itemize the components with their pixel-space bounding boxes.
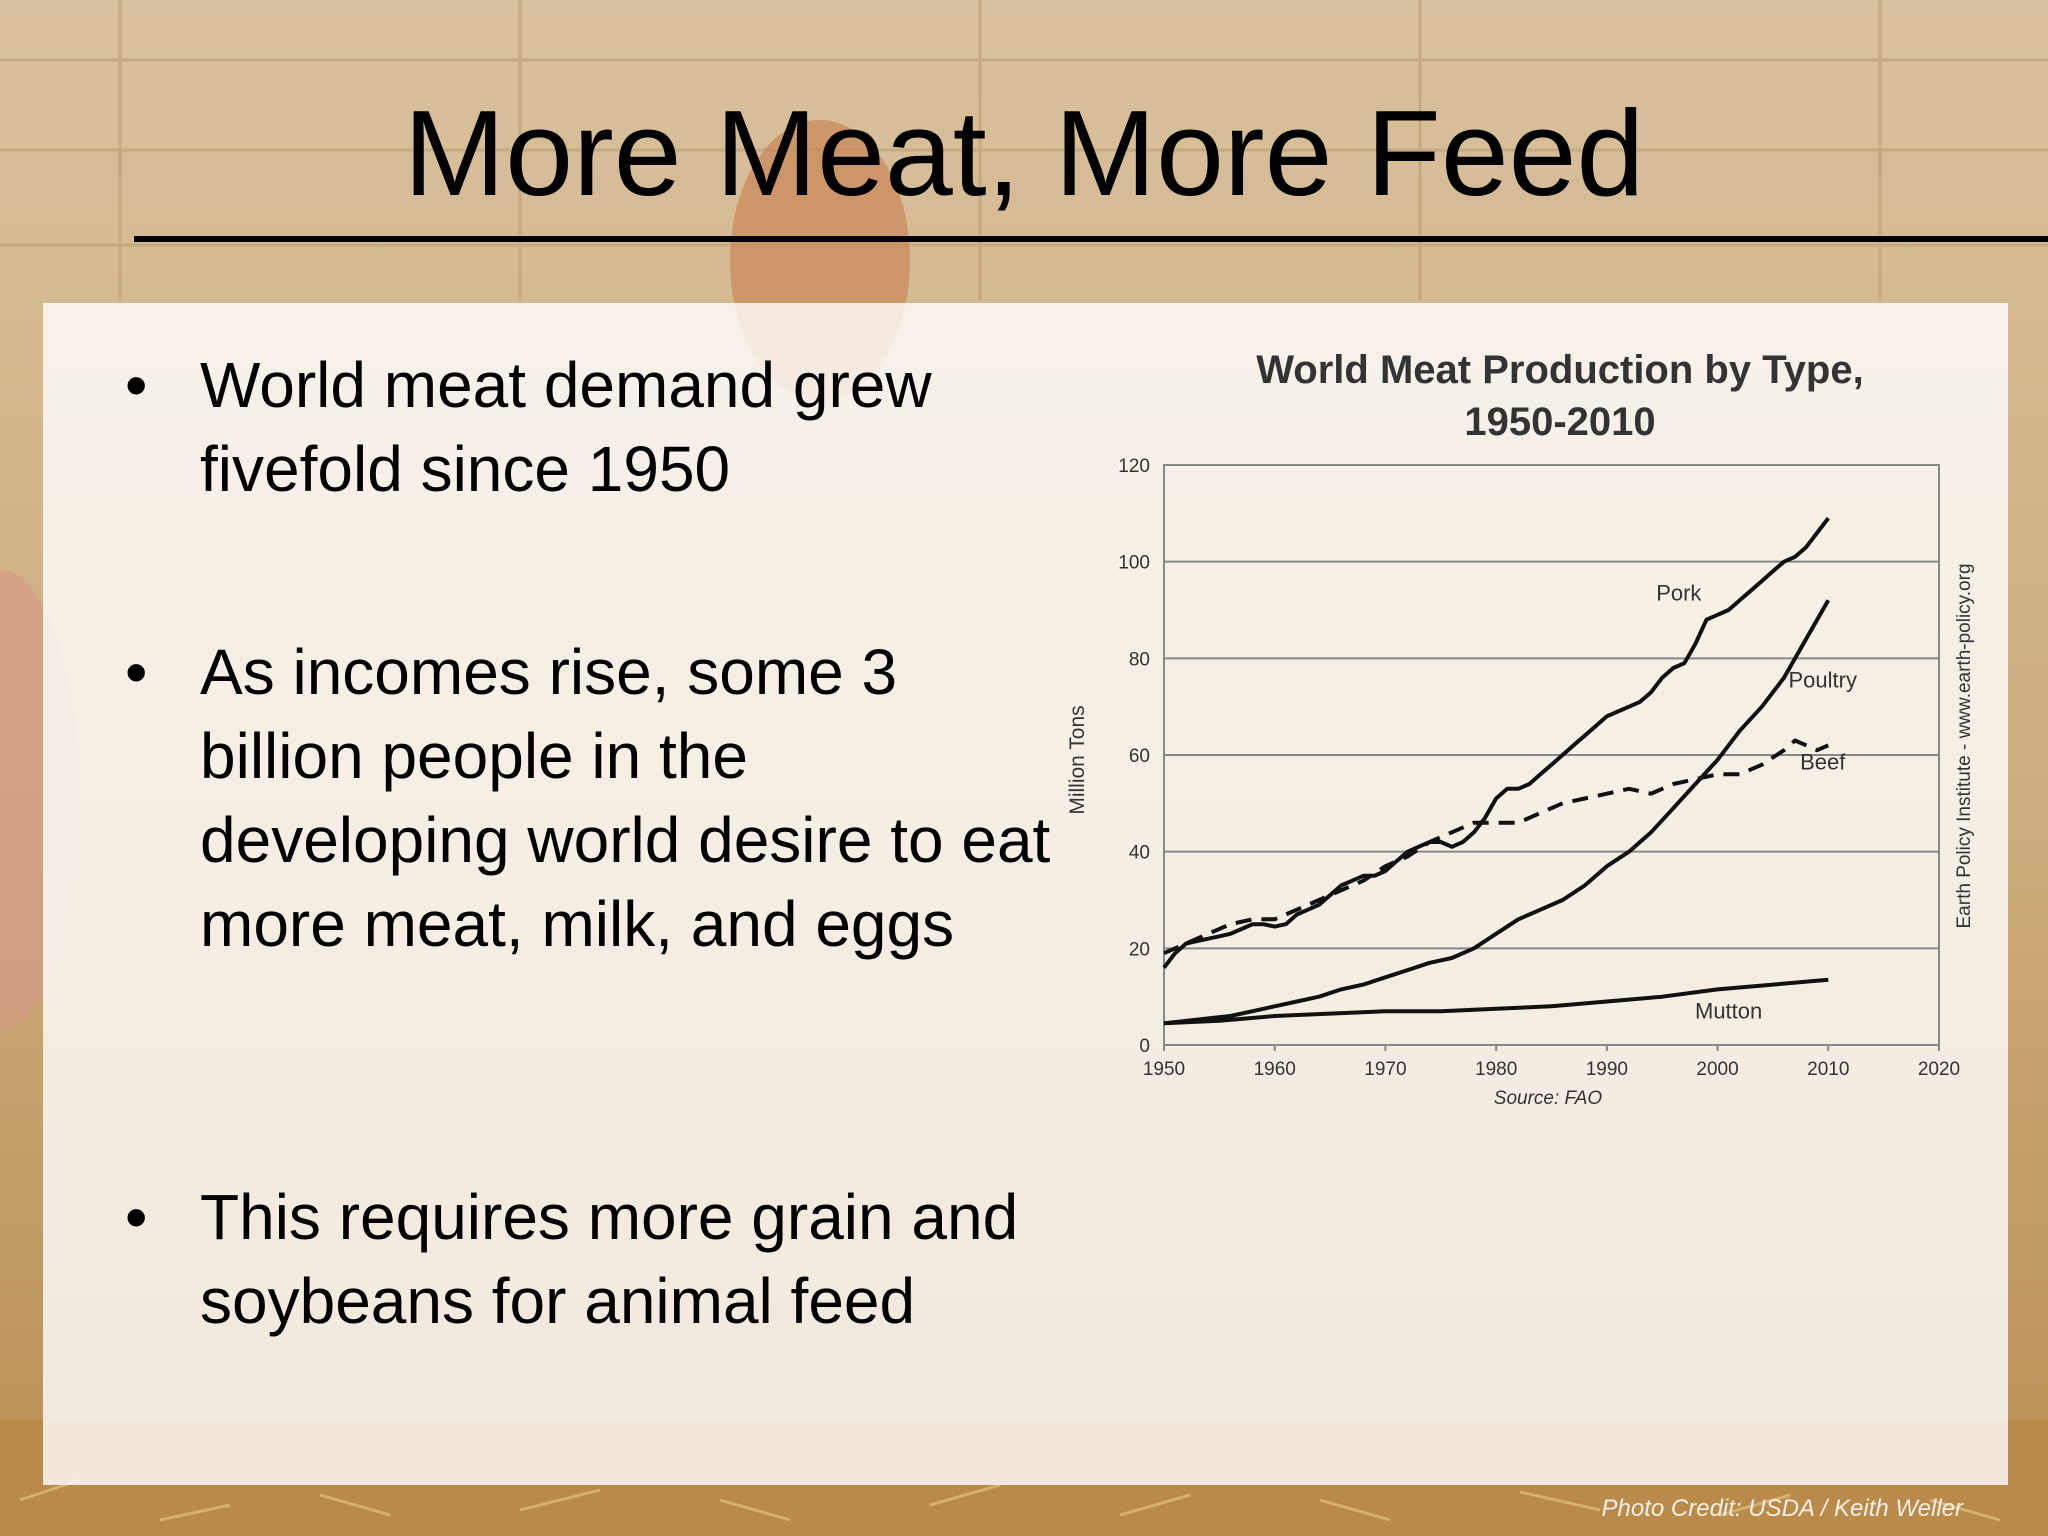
x-tick-label: 1950 (1143, 1059, 1185, 1080)
x-tick-label: 1970 (1364, 1059, 1406, 1080)
y-tick-label: 60 (1129, 746, 1150, 767)
photo-credit: Photo Credit: USDA / Keith Weller (1601, 1495, 1963, 1522)
y-tick-label: 20 (1129, 939, 1150, 960)
series-label-pork: Pork (1656, 580, 1702, 605)
y-tick-label: 120 (1118, 456, 1150, 477)
series-label-mutton: Mutton (1695, 998, 1762, 1023)
series-label-poultry: Poultry (1789, 667, 1857, 692)
slide-title: More Meat, More Feed (403, 85, 1645, 221)
bullet-text: World meat demand grew fivefold since 19… (200, 349, 932, 505)
axis-ticks: 0 20 40 60 80 100 120 1950 1960 1970 1980 1990 2000 2… (1118, 456, 1960, 1080)
side-credit: Earth Policy Institute - www.earth-polic… (1954, 563, 1975, 928)
bullet-text: As incomes rise, some 3 billion people i… (200, 636, 1051, 960)
x-tick-label: 1960 (1254, 1059, 1296, 1080)
y-tick-label: 80 (1129, 649, 1150, 670)
bullet-text: This requires more grain and soybeans fo… (200, 1181, 1019, 1337)
title-underline (134, 236, 2048, 242)
bullet-dot: • (125, 636, 148, 708)
x-tick-label: 2010 (1807, 1059, 1849, 1080)
x-tick-label: 1990 (1586, 1059, 1628, 1080)
series-line-mutton (1163, 977, 1829, 1026)
grid-lines (1164, 560, 1939, 950)
x-tick-label: 2020 (1918, 1059, 1960, 1080)
chart-title: World Meat Production by Type, (1256, 350, 1863, 392)
bullet-dot: • (125, 1181, 148, 1253)
chart-title-line2: 1950-2010 (1464, 400, 1655, 444)
chart-source: Source: FAO (1494, 1088, 1603, 1109)
y-tick-label: 0 (1139, 1036, 1150, 1057)
x-tick-label: 2000 (1696, 1059, 1738, 1080)
series-lines (1162, 516, 1831, 1026)
y-tick-label: 40 (1129, 843, 1150, 864)
series-labels: Pork Poultry Beef Mutton (1656, 580, 1857, 1023)
y-axis-label: Million Tons (1066, 705, 1089, 814)
meat-production-chart: World Meat Production by Type, 1950-2010… (1066, 350, 1975, 1109)
series-label-beef: Beef (1800, 750, 1846, 775)
y-tick-label: 100 (1118, 553, 1150, 574)
x-tick-label: 1980 (1475, 1059, 1517, 1080)
series-line-pork (1162, 516, 1830, 969)
series-line-poultry (1163, 599, 1831, 1026)
bullet-dot: • (125, 349, 148, 421)
content-panel (43, 303, 2008, 1485)
series-line-beef (1163, 738, 1830, 956)
